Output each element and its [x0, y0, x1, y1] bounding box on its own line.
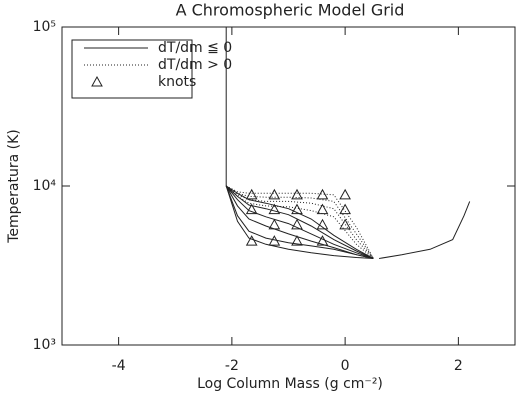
- knot: [339, 203, 351, 215]
- legend-label: knots: [158, 74, 196, 90]
- knot: [245, 235, 258, 246]
- knot: [291, 235, 303, 246]
- knot: [339, 218, 351, 230]
- dotted-curve: [225, 185, 374, 259]
- x-axis-label: Log Column Mass (g cm⁻²): [197, 376, 383, 392]
- x-tick-label: -4: [112, 358, 126, 374]
- y-tick-label: 10³: [33, 337, 56, 353]
- legend-label: dT/dm ≦ 0: [158, 40, 232, 56]
- y-axis-label: Temperatura (K): [6, 129, 22, 244]
- knot: [268, 188, 281, 200]
- knot: [316, 218, 329, 230]
- x-tick-label: 0: [341, 358, 350, 374]
- x-tick-label: -2: [225, 358, 239, 374]
- knot: [268, 203, 281, 215]
- y-tick-label: 10⁵: [33, 19, 56, 35]
- knot: [291, 203, 303, 215]
- solid-curve: [225, 185, 374, 259]
- x-tick-label: 2: [454, 358, 463, 374]
- solid-curve: [225, 185, 374, 259]
- knot: [268, 218, 281, 230]
- knot: [291, 188, 303, 200]
- solid-curve: [225, 185, 374, 259]
- dotted-curve: [225, 185, 374, 259]
- chart-title: A Chromospheric Model Grid: [176, 1, 405, 20]
- knot: [245, 203, 258, 215]
- solid-curve: [225, 185, 374, 259]
- knot: [245, 188, 258, 200]
- y-tick-label: 10⁴: [33, 178, 57, 194]
- knot: [268, 235, 281, 246]
- solid-curve: [225, 185, 374, 259]
- solid-curve: [379, 201, 471, 259]
- knot: [316, 188, 329, 200]
- legend-symbol: [91, 75, 103, 87]
- legend-box: [71, 39, 193, 99]
- knot: [316, 203, 329, 215]
- knot: [339, 188, 351, 200]
- legend-label: dT/dm > 0: [158, 57, 232, 73]
- dotted-curve: [225, 185, 374, 259]
- solid-curve: [225, 185, 374, 259]
- knot: [316, 235, 329, 246]
- knot: [291, 218, 303, 230]
